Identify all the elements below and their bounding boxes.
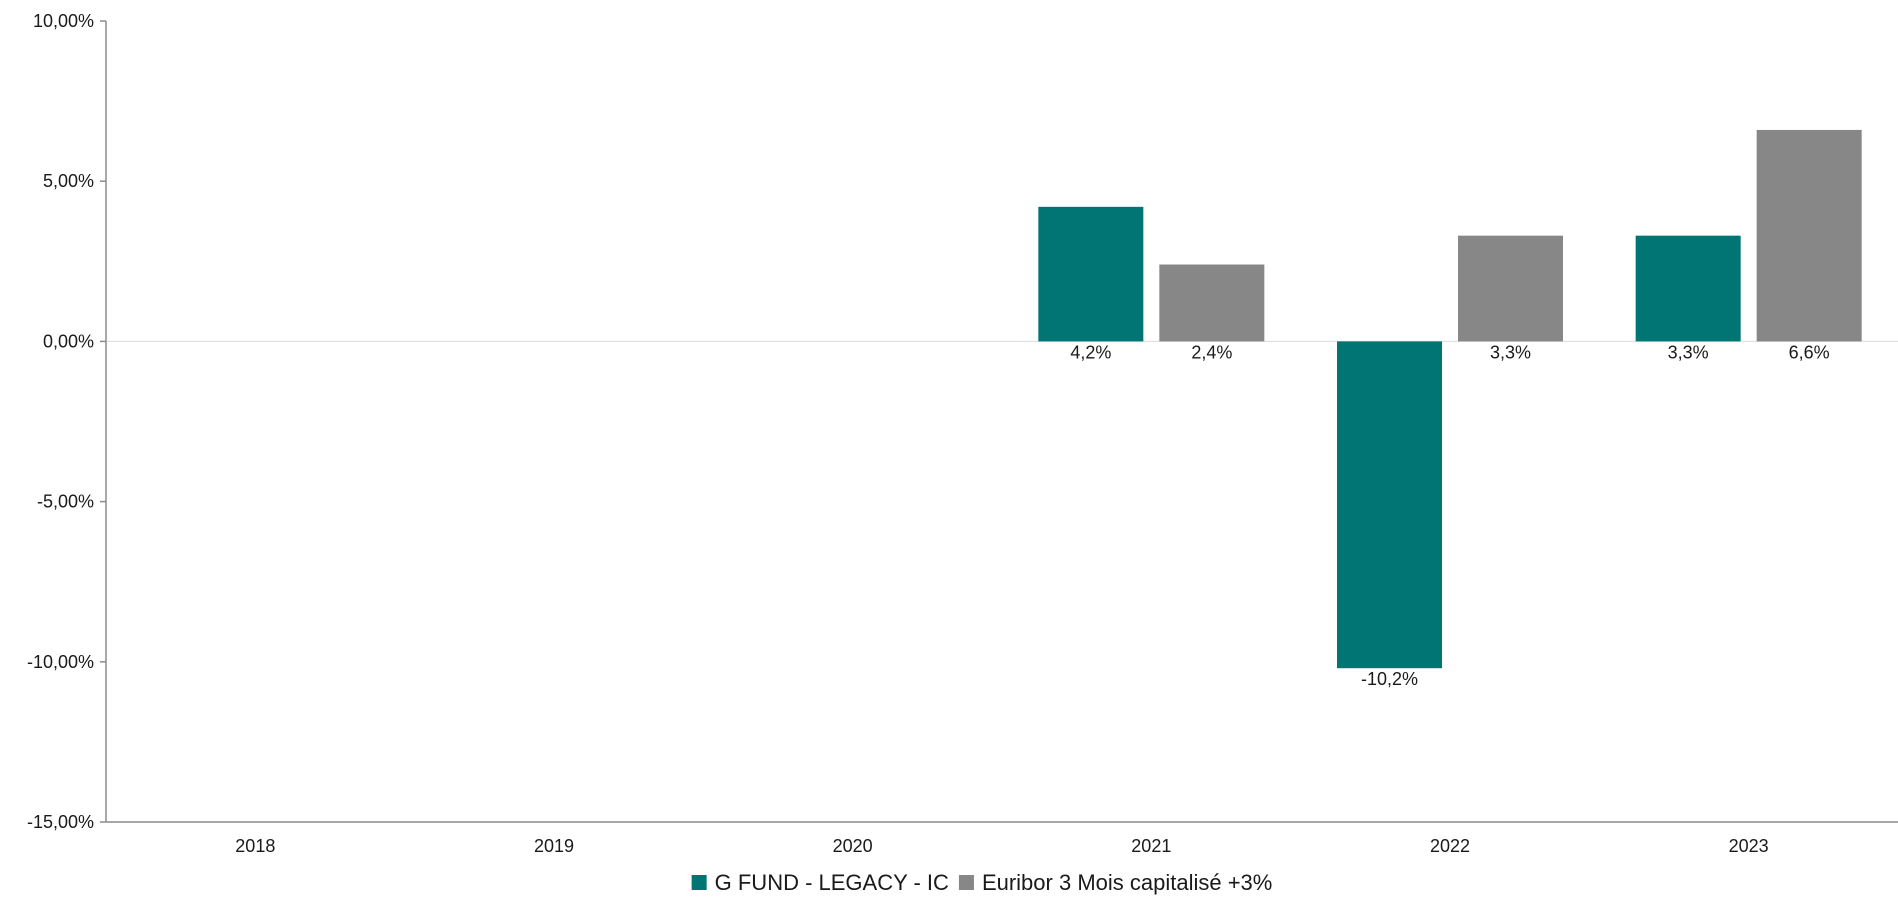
bar-benchmark <box>1458 235 1563 342</box>
x-tick-label: 2022 <box>1430 836 1470 856</box>
bar-benchmark <box>1756 129 1862 342</box>
y-tick-label: -10,00% <box>27 652 94 672</box>
y-tick-label: 5,00% <box>43 171 94 191</box>
bar-fund <box>1337 341 1442 669</box>
legend-label: G FUND - LEGACY - IC <box>715 870 949 895</box>
data-label: -10,2% <box>1361 669 1418 689</box>
y-tick-label: -15,00% <box>27 812 94 832</box>
x-tick-label: 2023 <box>1729 836 1769 856</box>
bar-benchmark <box>1159 264 1265 342</box>
bar-fund <box>1635 235 1741 342</box>
x-tick-label: 2018 <box>235 836 275 856</box>
data-label: 2,4% <box>1191 342 1232 362</box>
x-tick-label: 2020 <box>833 836 873 856</box>
data-label: 3,3% <box>1668 342 1709 362</box>
y-tick-label: -5,00% <box>37 492 94 512</box>
y-tick-label: 0,00% <box>43 331 94 351</box>
x-tick-label: 2021 <box>1131 836 1171 856</box>
bar-fund <box>1038 206 1144 342</box>
data-label: 4,2% <box>1070 342 1111 362</box>
data-label: 3,3% <box>1490 342 1531 362</box>
x-tick-label: 2019 <box>534 836 574 856</box>
legend-swatch <box>958 875 974 890</box>
legend-swatch <box>691 875 707 890</box>
legend-label: Euribor 3 Mois capitalisé +3% <box>982 870 1272 895</box>
data-label: 6,6% <box>1789 342 1830 362</box>
y-tick-label: 10,00% <box>33 11 94 31</box>
